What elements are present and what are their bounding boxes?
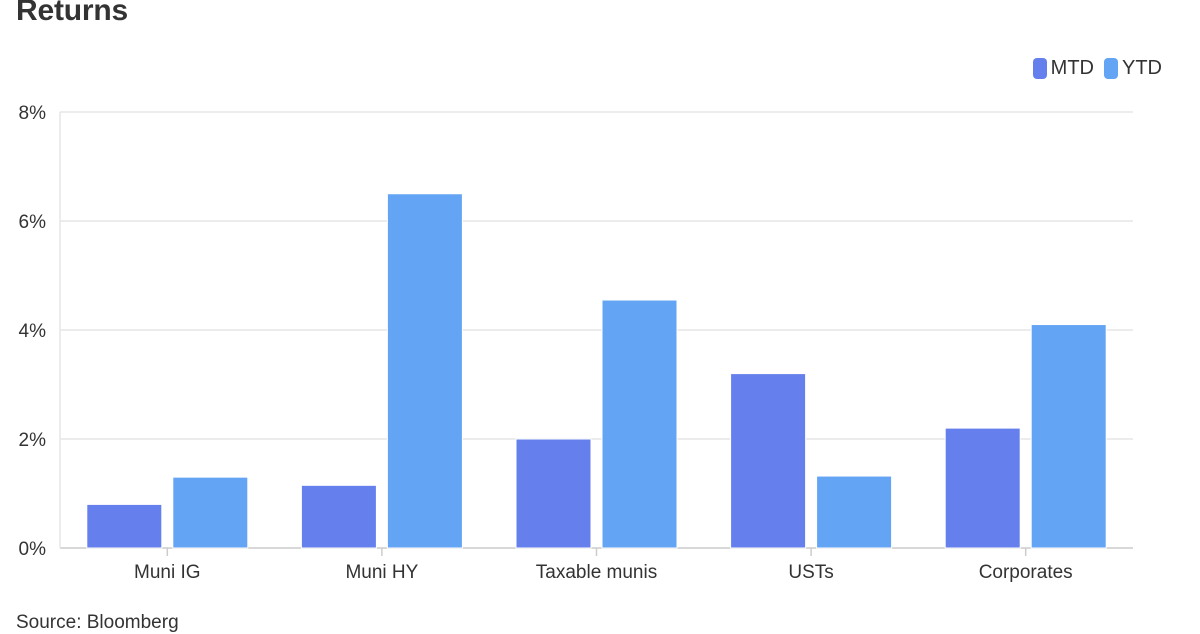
x-tick-label: Muni HY <box>345 562 418 583</box>
y-tick-label: 0% <box>19 539 47 560</box>
legend-item-ytd[interactable]: YTD <box>1104 57 1162 80</box>
bar-ytd[interactable] <box>601 299 678 549</box>
y-tick-label: 2% <box>19 430 47 451</box>
bar-mtd[interactable] <box>515 438 592 549</box>
source-note: Source: Bloomberg <box>16 612 179 633</box>
chart-title: Returns <box>16 0 128 27</box>
legend-item-mtd[interactable]: MTD <box>1032 57 1094 80</box>
legend-swatch-ytd <box>1104 58 1118 79</box>
legend-label-ytd: YTD <box>1122 57 1162 79</box>
bar-ytd[interactable] <box>1030 324 1107 549</box>
legend-label-mtd: MTD <box>1050 57 1094 79</box>
bar-mtd[interactable] <box>86 503 163 549</box>
bar-mtd[interactable] <box>944 427 1021 549</box>
y-tick-label: 6% <box>19 212 47 233</box>
x-tick-label: Corporates <box>979 562 1073 583</box>
bar-mtd[interactable] <box>730 373 807 549</box>
legend-swatch-mtd <box>1032 58 1047 79</box>
x-tick-label: USTs <box>788 562 833 583</box>
bar-mtd[interactable] <box>300 484 377 549</box>
chart-legend: MTD YTD <box>1032 57 1162 80</box>
y-tick-label: 4% <box>19 321 47 342</box>
y-tick-label: 8% <box>19 103 47 124</box>
x-tick-label: Taxable munis <box>536 562 657 583</box>
x-tick-label: Muni IG <box>134 562 201 583</box>
bar-chart-plot: 0% 2% 4% 6% 8% Muni IG Muni HY Taxable munis UST… <box>19 103 1133 583</box>
bar-ytd[interactable] <box>172 476 249 549</box>
bar-ytd[interactable] <box>386 193 463 549</box>
bar-ytd[interactable] <box>816 475 893 549</box>
